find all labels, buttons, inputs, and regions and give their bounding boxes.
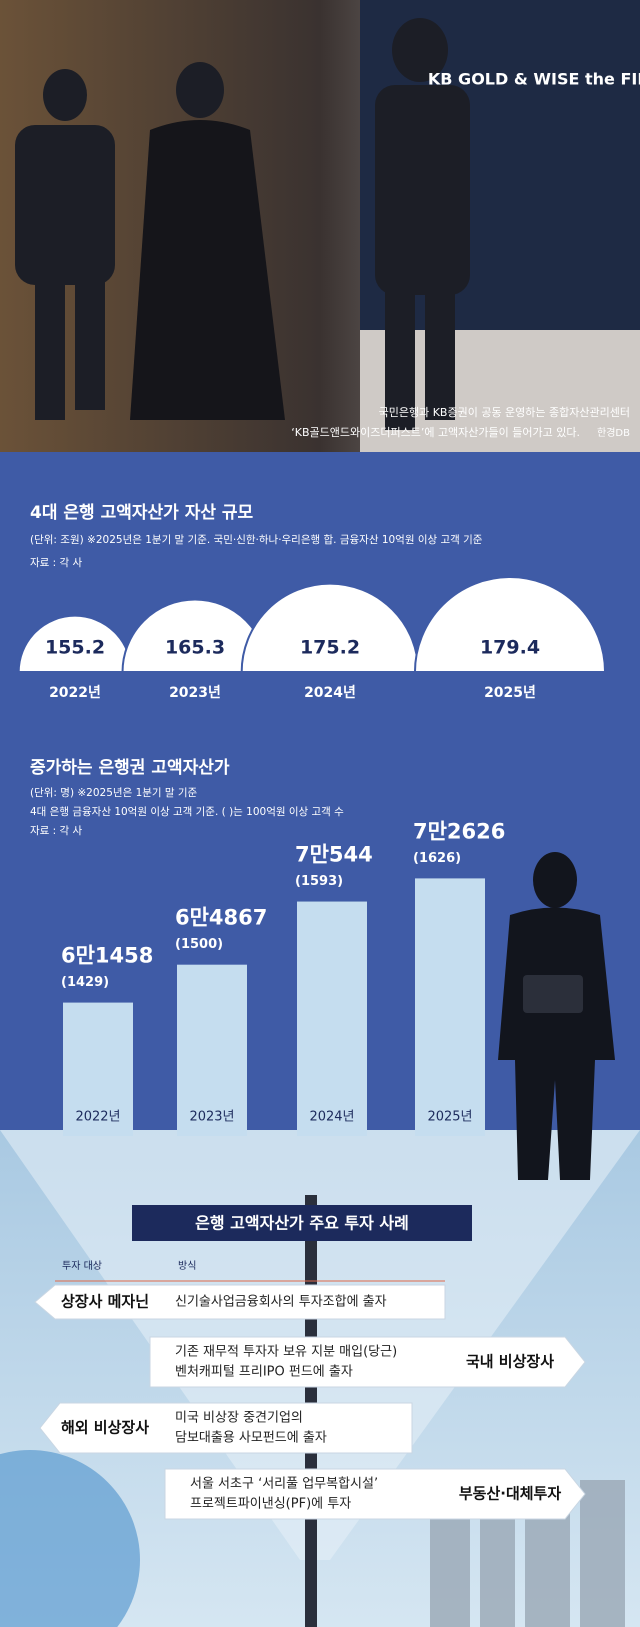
case-box xyxy=(39,1402,413,1454)
case-method: 프로젝트파이낸싱(PF)에 투자 xyxy=(190,1497,351,1512)
chart-subtitle: (단위: 명) ※2025년은 1분기 말 기준 xyxy=(30,786,198,799)
globe xyxy=(0,1450,140,1627)
case-target: 국내 비상장사 xyxy=(466,1353,554,1371)
data-label: 6만1458 xyxy=(61,944,153,968)
chart-source: 자료 : 각 사 xyxy=(30,825,83,837)
bar xyxy=(415,878,485,1136)
data-label: 7만544 xyxy=(295,843,373,867)
photo-caption: ‘KB골드앤드와이즈더퍼스트’에 고액자산가들이 들어가고 있다. xyxy=(291,426,580,439)
case-box xyxy=(149,1336,586,1388)
secondary-label: (1429) xyxy=(61,975,109,990)
case-box xyxy=(34,1284,446,1320)
photo-people xyxy=(15,18,470,430)
x-tick-label: 2023년 xyxy=(189,1110,234,1125)
secondary-label: (1593) xyxy=(295,874,343,889)
chart-subtitle: 4대 은행 금융자산 10억원 이상 고객 기준. ( )는 100억원 이상 … xyxy=(30,806,344,818)
photo-sign: KB GOLD & WISE the FIRST xyxy=(428,70,640,89)
data-label: 155.2 xyxy=(45,637,105,659)
chart-source: 자료 : 각 사 xyxy=(30,557,83,569)
photo-caption: 국민은행과 KB증권이 공동 운영하는 종합자산관리센터 xyxy=(379,405,630,419)
data-label: 165.3 xyxy=(165,637,225,659)
case-box xyxy=(164,1468,586,1520)
case-target: 부동산·대체투자 xyxy=(459,1485,561,1503)
case-method: 벤처캐피털 프리IPO 펀드에 출자 xyxy=(175,1365,353,1380)
data-label: 179.4 xyxy=(480,637,540,659)
x-tick-label: 2025년 xyxy=(427,1110,472,1125)
case-method: 신기술사업금융회사의 투자조합에 출자 xyxy=(175,1295,387,1310)
dome xyxy=(240,582,420,673)
bar xyxy=(297,901,367,1136)
x-tick-label: 2025년 xyxy=(484,685,536,701)
x-tick-label: 2023년 xyxy=(169,685,221,701)
photo-credit: 한경DB xyxy=(597,426,630,439)
column-header: 방식 xyxy=(178,1260,196,1272)
cases-title-bg xyxy=(132,1205,472,1241)
x-tick-label: 2022년 xyxy=(49,685,101,701)
case-target: 해외 비상장사 xyxy=(61,1419,149,1437)
x-tick-label: 2022년 xyxy=(75,1110,120,1125)
column-header: 투자 대상 xyxy=(62,1260,102,1272)
chart-subtitle: (단위: 조원) ※2025년은 1분기 말 기준. 국민·신한·하나·우리은행… xyxy=(30,533,483,546)
bar xyxy=(63,1002,133,1136)
bar xyxy=(177,964,247,1136)
data-label: 175.2 xyxy=(300,637,360,659)
chart-title: 4대 은행 고액자산가 자산 규모 xyxy=(30,503,254,523)
data-label: 7만2626 xyxy=(413,819,505,843)
data-label: 6만4867 xyxy=(175,906,267,930)
x-tick-label: 2024년 xyxy=(304,685,356,701)
secondary-label: (1500) xyxy=(175,937,223,952)
chart-title: 증가하는 은행권 고액자산가 xyxy=(30,758,230,778)
case-method: 담보대출용 사모펀드에 출자 xyxy=(175,1431,327,1446)
case-method: 미국 비상장 중견기업의 xyxy=(175,1411,303,1426)
case-method: 기존 재무적 투자자 보유 지분 매입(당근) xyxy=(175,1345,397,1360)
x-tick-label: 2024년 xyxy=(309,1110,354,1125)
silhouette xyxy=(498,852,615,1180)
cases-title: 은행 고액자산가 주요 투자 사례 xyxy=(195,1214,409,1233)
case-target: 상장사 메자닌 xyxy=(61,1293,149,1311)
secondary-label: (1626) xyxy=(413,851,461,866)
dome xyxy=(413,576,607,673)
case-method: 서울 서초구 ‘서리풀 업무복합시설’ xyxy=(190,1477,378,1492)
